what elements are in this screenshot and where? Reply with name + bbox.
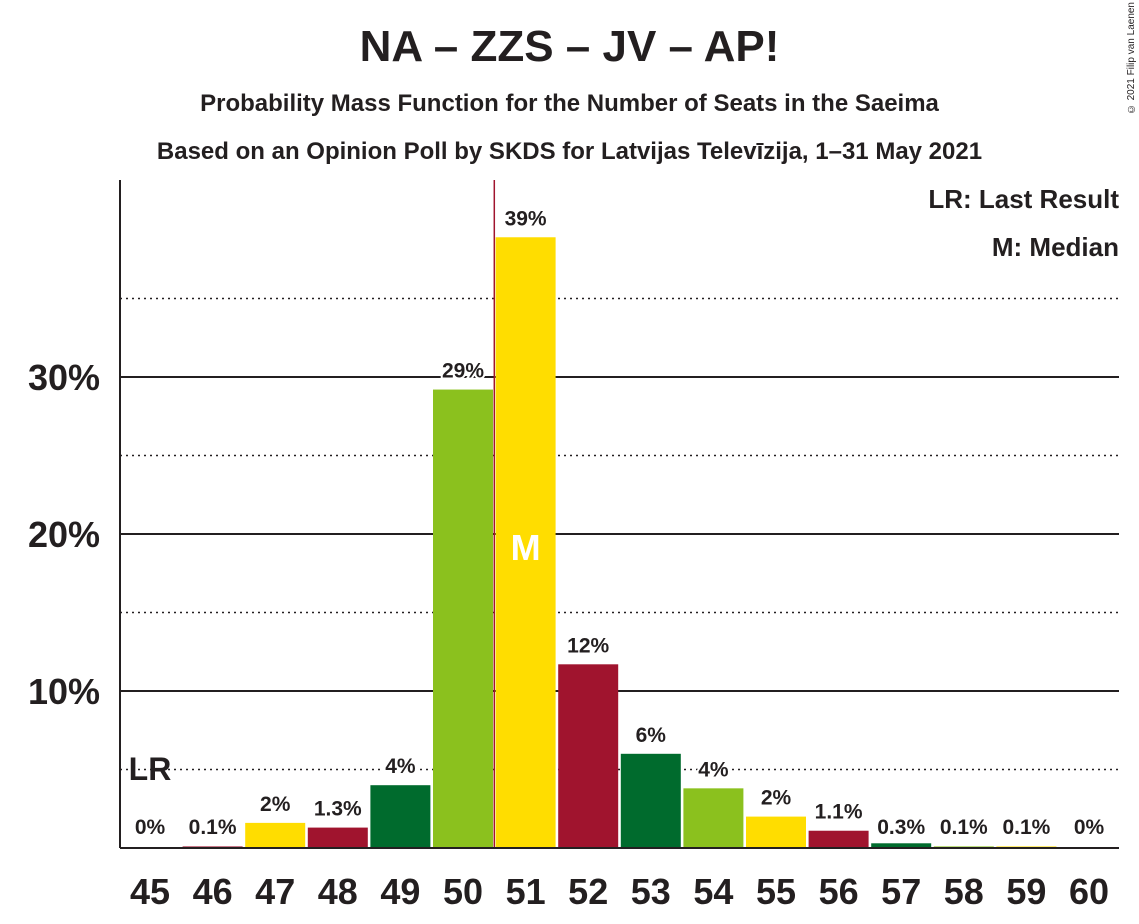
data-label-58: 0.1% [940, 816, 988, 839]
y-tick-label: 20% [28, 514, 100, 555]
data-label-50: 29% [442, 360, 484, 383]
x-tick-label: 56 [819, 871, 859, 912]
bar-48 [307, 827, 368, 848]
bar-57 [871, 843, 932, 848]
bar-49 [370, 785, 431, 848]
bar-54 [683, 788, 744, 848]
x-tick-label: 54 [693, 871, 733, 912]
data-label-47: 2% [260, 793, 291, 816]
data-label-60: 0% [1074, 816, 1105, 839]
y-tick-label: 30% [28, 357, 100, 398]
x-tick-label: 59 [1006, 871, 1046, 912]
data-label-49: 4% [385, 755, 416, 778]
data-label-57: 0.3% [877, 816, 925, 839]
data-label-55: 2% [761, 787, 792, 810]
chart-title: NA – ZZS – JV – AP! [359, 22, 780, 71]
data-label-45: 0% [135, 816, 166, 839]
x-tick-label: 51 [506, 871, 546, 912]
last-result-marker: LR [129, 751, 172, 787]
chart-subtitle: Probability Mass Function for the Number… [200, 90, 939, 117]
legend-median: M: Median [991, 232, 1119, 262]
x-tick-label: 50 [443, 871, 483, 912]
median-marker: M [511, 527, 541, 568]
bar-47 [245, 822, 306, 848]
data-label-53: 6% [636, 724, 667, 747]
x-tick-label: 55 [756, 871, 796, 912]
x-tick-label: 52 [568, 871, 608, 912]
data-label-59: 0.1% [1002, 816, 1050, 839]
x-tick-label: 60 [1069, 871, 1109, 912]
chart-source-subtitle: Based on an Opinion Poll by SKDS for Lat… [156, 138, 983, 165]
data-label-56: 1.1% [815, 801, 863, 824]
data-label-51: 39% [505, 207, 547, 230]
x-tick-label: 53 [631, 871, 671, 912]
x-tick-label: 46 [193, 871, 233, 912]
y-tick-label: 10% [28, 671, 100, 712]
x-tick-label: 49 [380, 871, 420, 912]
bar-53 [620, 753, 681, 848]
bar-55 [746, 816, 806, 848]
data-label-54: 4% [698, 758, 729, 781]
x-tick-label: 58 [944, 871, 984, 912]
x-tick-label: 45 [130, 871, 170, 912]
bar-52 [558, 664, 619, 848]
x-tick-label: 48 [318, 871, 358, 912]
x-tick-label: 57 [881, 871, 921, 912]
bar-56 [808, 830, 869, 848]
legend-last-result: LR: Last Result [928, 184, 1119, 214]
bar-50 [433, 389, 493, 848]
data-label-52: 12% [567, 634, 609, 657]
data-label-48: 1.3% [314, 798, 362, 821]
x-tick-label: 47 [255, 871, 295, 912]
data-label-46: 0.1% [189, 816, 237, 839]
bar-51 [495, 237, 556, 848]
